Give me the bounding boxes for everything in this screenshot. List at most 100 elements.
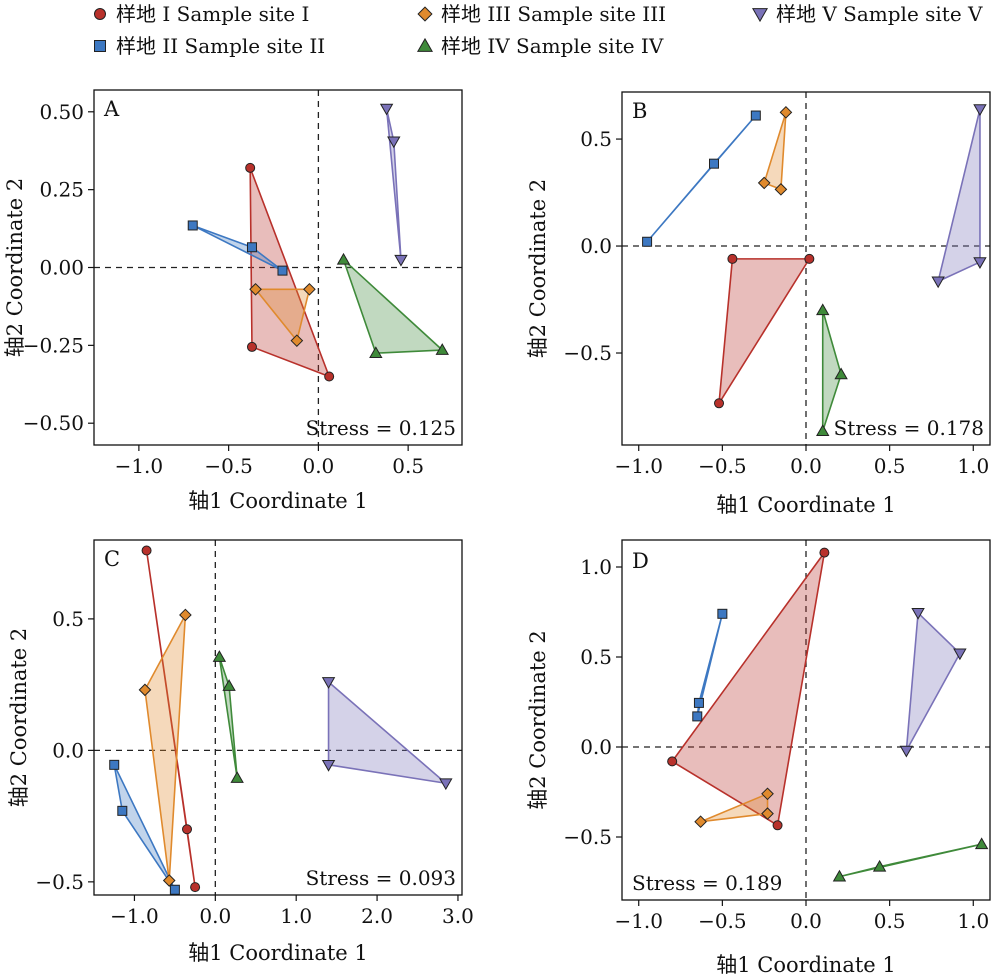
- legend-marker-3: [418, 7, 432, 21]
- point-site-5-3: [395, 255, 407, 265]
- point-site-4-3: [231, 772, 243, 782]
- series-1: [715, 254, 814, 407]
- x-tick-label: 1.0: [280, 904, 312, 928]
- y-tick-label: 0.5: [580, 127, 612, 151]
- panel-c: −1.0 0.0 1.0 2.0 3.0 −0.5 0.0 0.5 C Stress = 0.09…: [7, 540, 474, 965]
- x-tick-label: −0.5: [698, 454, 747, 478]
- y-axis-title: 轴2 Coordinate 2: [3, 178, 27, 358]
- legend-marker-4: [418, 39, 432, 52]
- y-axis-title: 轴2 Coordinate 2: [526, 630, 550, 810]
- stress-annotation: Stress = 0.093: [306, 866, 456, 890]
- panel-letter: A: [103, 97, 120, 121]
- series-4: [338, 254, 448, 358]
- point-site-2-3: [278, 266, 287, 275]
- panels: −1.0 −0.5 0.0 0.5−0.50−0.250.000.250.50 AStr…: [3, 90, 990, 977]
- point-site-1-2: [668, 757, 677, 766]
- point-site-2-3: [693, 712, 702, 721]
- series-5: [901, 609, 966, 757]
- hull-site-4: [839, 844, 981, 876]
- y-tick-label: 1.0: [580, 555, 612, 579]
- x-tick-label: −1.0: [115, 454, 164, 478]
- panel-a: −1.0 −0.5 0.0 0.5 −0.50 −0.25 0.00 0.25 0.50 A Str…: [3, 90, 462, 513]
- series-4: [834, 838, 988, 881]
- point-site-1-1: [142, 546, 151, 555]
- panel-b: −1.0 −0.5 0.0 0.5 1.0 −0.5 0.0 0.5 B Stress = 0.1…: [526, 92, 990, 517]
- point-site-1-3: [773, 821, 782, 830]
- x-tick-label: 0.5: [874, 909, 906, 933]
- point-site-1-1: [728, 254, 737, 263]
- panel-letter: C: [104, 547, 120, 571]
- point-site-3-1: [695, 816, 706, 827]
- point-site-1-1: [246, 163, 255, 172]
- point-site-2-1: [718, 609, 727, 618]
- point-site-5-2: [932, 277, 944, 287]
- legend-marker-1: [95, 9, 106, 20]
- y-tick-label: 0.50: [39, 100, 84, 124]
- series-2: [643, 111, 761, 246]
- x-axis-title: 轴1 Coordinate 1: [716, 493, 896, 517]
- hull-site-1: [719, 259, 809, 403]
- x-tick-label: −0.5: [204, 454, 253, 478]
- hull-site-4: [823, 310, 841, 431]
- x-tick-label: 1.0: [957, 909, 989, 933]
- y-tick-label: −0.5: [35, 870, 84, 894]
- hull-site-3: [764, 112, 786, 189]
- stress-annotation: Stress = 0.125: [306, 416, 456, 440]
- point-site-3-1: [180, 609, 191, 620]
- x-tick-label: 0.0: [790, 909, 822, 933]
- point-site-1-3: [191, 883, 200, 892]
- panel-letter: B: [632, 99, 647, 123]
- hull-site-1: [250, 168, 329, 377]
- hull-site-5: [906, 613, 960, 751]
- legend-item-3: 样地 III Sample site III: [418, 2, 666, 26]
- y-tick-label: −0.25: [23, 333, 84, 357]
- point-site-2-2: [247, 243, 256, 252]
- series-5: [932, 105, 986, 287]
- stress-annotation: Stress = 0.178: [834, 416, 984, 440]
- x-axis-title: 轴1 Coordinate 1: [188, 941, 368, 965]
- point-site-1-3: [715, 399, 724, 408]
- y-tick-label: 0.5: [580, 645, 612, 669]
- x-tick-label: −1.0: [614, 454, 663, 478]
- legend-item-1: 样地 I Sample site I: [95, 2, 310, 26]
- legend-item-4: 样地 IV Sample site IV: [418, 34, 664, 58]
- panel-d: −1.0 −0.5 0.0 0.5 1.0 −0.5 0.0 0.5 1.0 D Stress = …: [526, 540, 990, 977]
- panel-letter: D: [632, 549, 649, 573]
- hull-site-5: [387, 109, 401, 260]
- point-site-5-1: [974, 105, 986, 115]
- x-tick-label: 3.0: [442, 904, 474, 928]
- x-tick-label: 0.0: [199, 904, 231, 928]
- legend-item-5: 样地 V Sample site V: [753, 2, 983, 26]
- y-tick-label: 0.25: [39, 178, 84, 202]
- legend-label-2: 样地 II Sample site II: [116, 34, 325, 58]
- hull-site-5: [938, 109, 980, 281]
- point-site-5-1: [381, 104, 393, 114]
- legend-label-5: 样地 V Sample site V: [776, 2, 983, 26]
- x-tick-label: 1.0: [957, 454, 989, 478]
- legend-label-4: 样地 IV Sample site IV: [441, 34, 664, 58]
- y-tick-label: 0.0: [580, 234, 612, 258]
- point-site-2-2: [710, 159, 719, 168]
- point-site-5-3: [901, 746, 913, 756]
- x-tick-label: 0.0: [302, 454, 334, 478]
- series-5: [381, 104, 407, 265]
- x-tick-label: −1.0: [614, 909, 663, 933]
- hull-site-4: [219, 657, 237, 778]
- legend-item-2: 样地 II Sample site II: [95, 34, 326, 58]
- point-site-2-1: [643, 237, 652, 246]
- point-site-2-2: [694, 698, 703, 707]
- x-tick-label: 0.0: [790, 454, 822, 478]
- point-site-2-1: [188, 221, 197, 230]
- legend-marker-5: [753, 9, 767, 22]
- series-4: [214, 651, 243, 782]
- point-site-5-3: [440, 779, 452, 789]
- x-tick-label: 0.5: [874, 454, 906, 478]
- x-tick-label: −0.5: [698, 909, 747, 933]
- point-site-4-1: [817, 304, 829, 314]
- y-tick-label: −0.5: [563, 341, 612, 365]
- y-axis-title: 轴2 Coordinate 2: [526, 179, 550, 359]
- series-1: [246, 163, 334, 381]
- y-tick-label: 0.5: [52, 607, 84, 631]
- point-site-1-2: [247, 342, 256, 351]
- y-tick-label: 0.0: [580, 735, 612, 759]
